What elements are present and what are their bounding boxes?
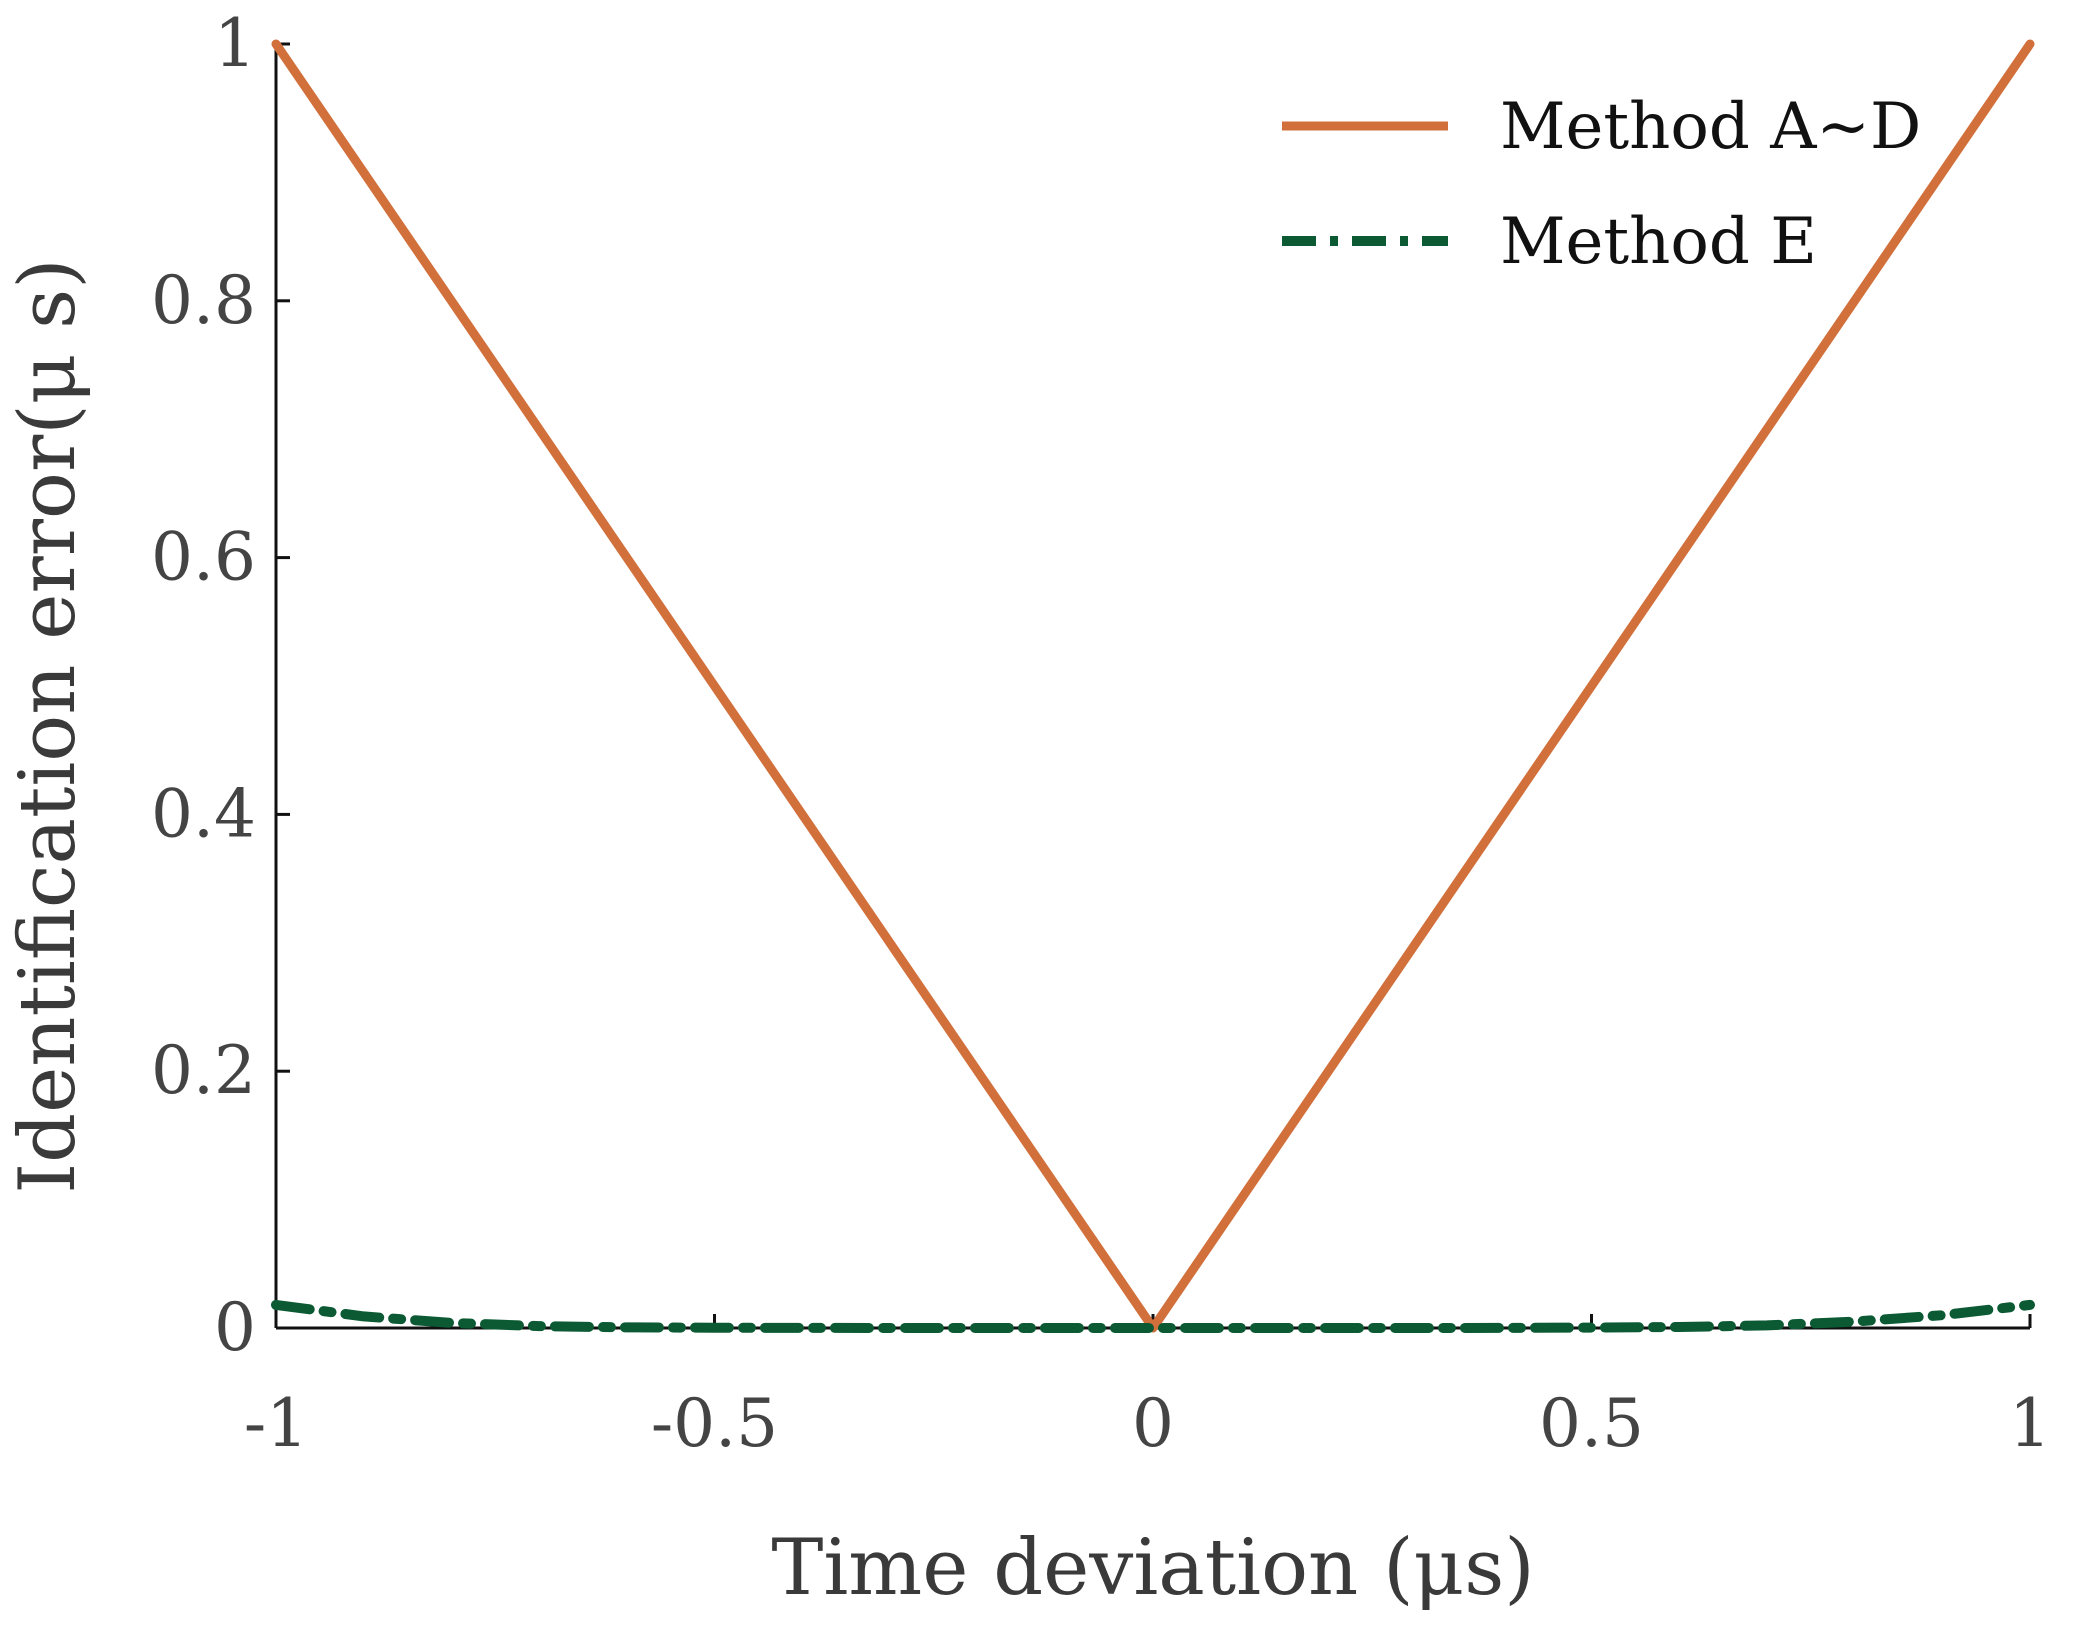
x-tick-label: -1 bbox=[244, 1385, 308, 1462]
legend-label-2: Method E bbox=[1500, 205, 1817, 279]
plot-series bbox=[271, 39, 2035, 1333]
legend-label-1: Method A~D bbox=[1500, 90, 1921, 164]
x-tick-label: 0.5 bbox=[1539, 1385, 1644, 1462]
axes: 0 0.2 0.4 0.6 0.8 1 -1 -0.5 0 0.5 1 bbox=[151, 5, 2051, 1462]
x-tick-label: -0.5 bbox=[651, 1385, 778, 1462]
y-tick-label: 0 bbox=[214, 1289, 256, 1366]
x-axis-title: Time deviation (μs) bbox=[771, 1523, 1534, 1613]
y-tick-label: 0.8 bbox=[151, 262, 256, 339]
y-axis-title: Identification error(μ s) bbox=[3, 258, 93, 1193]
y-tick-label: 0.6 bbox=[151, 519, 256, 596]
y-tick-label: 0.2 bbox=[151, 1032, 256, 1109]
series-line-2 bbox=[271, 1299, 2035, 1333]
legend: Method A~D Method E bbox=[1282, 90, 1921, 279]
x-tick-label: 0 bbox=[1132, 1385, 1174, 1462]
y-tick-label: 0.4 bbox=[151, 775, 256, 852]
y-tick-label: 1 bbox=[214, 5, 256, 82]
x-tick-label: 1 bbox=[2009, 1385, 2051, 1462]
